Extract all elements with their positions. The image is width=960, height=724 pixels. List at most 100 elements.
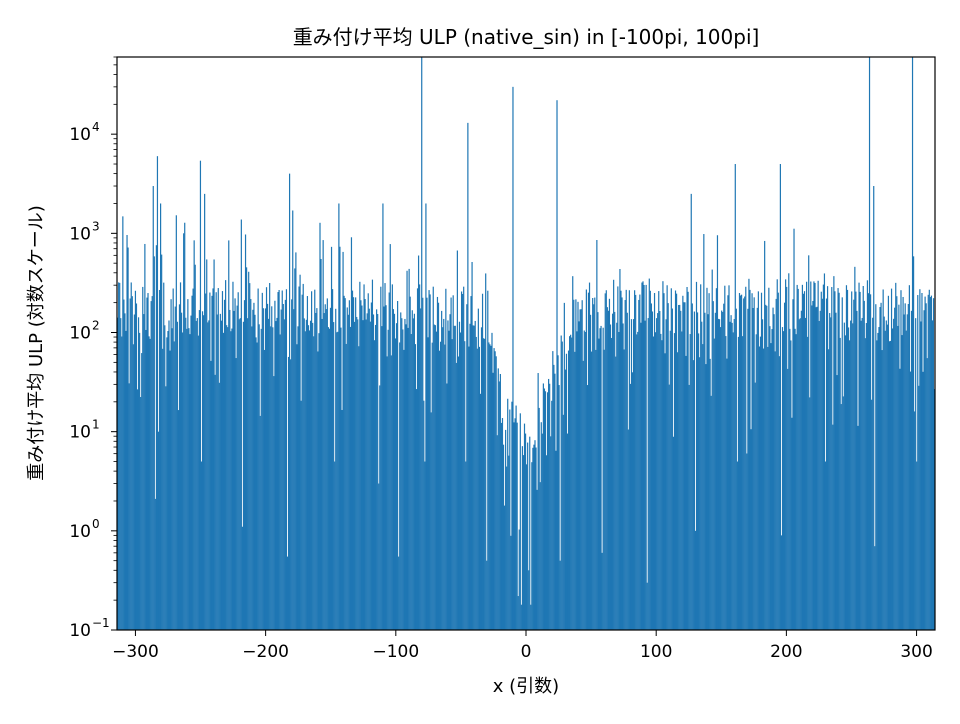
bar (410, 334, 412, 630)
bar (313, 336, 315, 630)
bar (202, 315, 205, 630)
bar (860, 320, 862, 630)
bar (550, 436, 552, 630)
bar (515, 405, 517, 630)
bar (718, 319, 721, 630)
bar (513, 422, 515, 630)
bar (847, 327, 850, 630)
bar (456, 250, 458, 630)
bar (466, 304, 468, 630)
bar (777, 292, 779, 630)
bar (712, 301, 714, 630)
bar (523, 423, 526, 630)
bar (816, 306, 818, 630)
bar (301, 294, 303, 630)
bar (837, 288, 839, 630)
bar (771, 329, 773, 630)
bar (512, 86, 514, 631)
bar (610, 337, 613, 630)
x-tick-label: −300 (112, 642, 159, 662)
bar (314, 289, 316, 630)
bar (285, 289, 288, 630)
bar (273, 376, 275, 630)
bar (629, 383, 632, 630)
bar (850, 320, 852, 630)
bar (760, 292, 763, 630)
bar (577, 301, 579, 630)
bar (170, 299, 172, 630)
bar (652, 336, 655, 630)
bar (162, 348, 164, 630)
bar (677, 352, 679, 630)
bar (700, 284, 702, 630)
bar (153, 256, 155, 630)
bar (882, 289, 884, 630)
bar (807, 336, 809, 630)
bar (551, 400, 553, 630)
bar (573, 299, 575, 630)
bar (360, 300, 362, 630)
bar (604, 293, 606, 630)
bar (801, 284, 804, 630)
bar (300, 400, 302, 630)
bar (248, 271, 250, 630)
bar (797, 288, 799, 630)
bar (361, 305, 363, 630)
bar (588, 282, 591, 630)
bar (617, 286, 619, 630)
bar (233, 310, 235, 630)
bar (846, 289, 849, 630)
bar (123, 299, 125, 630)
bar (186, 328, 188, 630)
bar (286, 556, 289, 630)
bar (922, 371, 924, 630)
bar (534, 440, 536, 630)
bar (626, 312, 628, 630)
bar (721, 310, 723, 630)
bar (735, 308, 737, 630)
bar (192, 288, 194, 630)
bar (283, 319, 285, 630)
bar (751, 293, 753, 630)
bar (441, 310, 443, 630)
bar (261, 292, 263, 630)
bar (562, 414, 564, 630)
bar (269, 283, 271, 630)
bar (831, 287, 833, 630)
bar (212, 288, 214, 630)
y-tick-exponent: 2 (92, 319, 100, 333)
bar (134, 290, 137, 630)
bar (909, 371, 912, 630)
bar (842, 396, 844, 630)
bar (739, 295, 742, 630)
bar (167, 331, 169, 630)
bar (440, 341, 442, 630)
bar (229, 309, 231, 630)
bar (257, 288, 259, 630)
bar (825, 298, 828, 630)
bar (640, 322, 642, 630)
bar (576, 331, 578, 630)
bar (595, 349, 597, 630)
bar (469, 323, 471, 630)
bar (468, 346, 470, 630)
bar (893, 318, 895, 630)
bar (491, 332, 493, 630)
bar (539, 482, 541, 630)
bar (556, 100, 558, 630)
bar (374, 324, 377, 630)
bar (657, 313, 659, 630)
bar (672, 436, 675, 630)
bar (869, 294, 872, 630)
bar (644, 320, 646, 630)
bar (230, 331, 232, 630)
bar (853, 299, 855, 630)
bar (297, 326, 299, 630)
bar (910, 310, 913, 630)
bar (262, 308, 264, 630)
bar (664, 353, 666, 630)
bar (921, 293, 923, 630)
bar (507, 398, 509, 630)
bar (154, 498, 156, 630)
bar (756, 307, 758, 630)
